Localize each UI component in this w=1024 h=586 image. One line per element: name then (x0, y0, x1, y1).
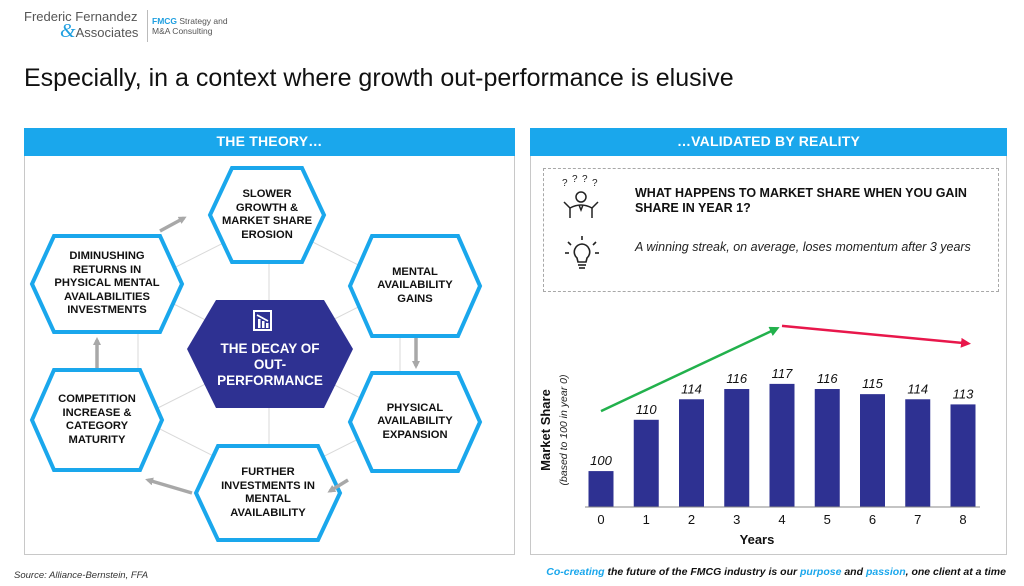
bar-year-2 (679, 399, 704, 507)
answer-text: A winning streak, on average, loses mome… (635, 240, 971, 254)
hexagon-upper-left (29, 234, 185, 334)
tagline-segment: passion (865, 566, 906, 578)
logo-ampersand: & (60, 20, 76, 42)
svg-text:?: ? (592, 178, 598, 189)
bar-value-label: 116 (817, 371, 838, 386)
tagline-segment: Co-creating (546, 566, 605, 578)
hexagon-bottom (193, 444, 343, 542)
tagline-segment: and (841, 566, 866, 578)
bar-year-0 (588, 471, 614, 507)
bar-year-7 (905, 399, 931, 507)
question-text: WHAT HAPPENS TO MARKET SHARE WHEN YOU GA… (635, 186, 967, 215)
footer-tagline: Co-creating the future of the FMCG indus… (546, 566, 1006, 578)
market-share-chart: 100 110 114 116 117 116 115 114 113 0 1 2 3 4 5 6 7 8 Ye… (538, 324, 980, 547)
bar-value-label: 116 (726, 371, 747, 386)
hexagon-top (207, 166, 327, 264)
center-label: THE DECAY OF OUT- PERFORMANCE (217, 341, 323, 388)
hexagon-lower-left (29, 368, 165, 472)
x-tick-label: 8 (959, 512, 966, 527)
theory-cycle-diagram (29, 166, 483, 542)
svg-text:?: ? (562, 178, 568, 189)
bar-value-label: 114 (907, 381, 928, 396)
hexagon-label-physical-availability-expansion: PHYSICAL AVAILABILITY EXPANSION (377, 401, 453, 441)
svg-text:?: ? (582, 174, 588, 185)
logo-tag-strong: FMCG (152, 16, 178, 26)
question-box (543, 168, 999, 292)
bar-year-4 (769, 383, 795, 507)
bar-year-8 (950, 404, 976, 507)
bar-value-label: 117 (772, 366, 793, 381)
x-tick-label: 5 (824, 512, 831, 527)
tagline-segment: the future of the FMCG industry is our (604, 566, 800, 578)
tagline-segment: purpose (800, 566, 842, 578)
hexagon-label-diminishing-returns: DIMINUSHING RETURNS IN PHYSICAL MENTAL A… (54, 250, 160, 317)
bar-year-6 (860, 394, 885, 507)
hexagon-label-slower-growth: SLOWER GROWTH & MARKET SHARE EROSION (221, 188, 313, 241)
hexagon-upper-right (347, 234, 483, 338)
tagline-segment: , one client at a time (905, 566, 1006, 578)
bar-year-1 (633, 419, 659, 507)
x-axis-title: Years (740, 532, 775, 547)
logo: &Associates (60, 20, 138, 44)
x-tick-label: 1 (643, 512, 650, 527)
bar-year-3 (724, 389, 750, 507)
theory-panel-header: THE THEORY… (24, 128, 515, 156)
trend-down-arrow (781, 324, 971, 348)
bar-value-label: 110 (636, 402, 657, 417)
bar-value-label: 114 (681, 381, 702, 396)
bar-value-label: 100 (590, 453, 612, 468)
x-tick-label: 2 (688, 512, 695, 527)
logo-name-line1: Frederic Fernandez (24, 9, 138, 24)
logo-tag-line2: M&A Consulting (152, 26, 213, 36)
svg-text:?: ? (572, 174, 578, 185)
bar-year-5 (814, 389, 840, 507)
source-note: Source: Alliance-Bernstein, FFA (14, 570, 149, 581)
page-title: Especially, in a context where growth ou… (24, 64, 734, 92)
x-tick-label: 0 (597, 512, 604, 527)
y-axis-title: Market Share (538, 389, 553, 471)
logo-divider (147, 10, 148, 42)
x-tick-label: 7 (914, 512, 921, 527)
cycle-arrows (93, 216, 420, 495)
x-tick-label: 6 (869, 512, 876, 527)
bar-value-label: 113 (953, 386, 974, 401)
x-tick-label: 4 (778, 512, 785, 527)
trend-up-arrow (600, 326, 780, 413)
hexagon-lower-right (347, 371, 483, 473)
bar-value-label: 115 (862, 376, 883, 391)
center-hexagon (187, 300, 353, 408)
hexagon-label-competition-increase: COMPETITION INCREASE & CATEGORY MATURITY (58, 393, 136, 446)
hexagon-label-further-investments: FURTHER INVESTMENTS IN MENTAL AVAILABILI… (221, 466, 315, 519)
x-tick-label: 3 (733, 512, 740, 527)
logo-name-line2: Associates (75, 25, 139, 40)
lightbulb-icon (565, 236, 599, 269)
chart-decline-icon (253, 310, 272, 331)
confused-person-icon: ? ? ? ? (562, 174, 599, 218)
hexagon-label-mental-availability-gains: MENTAL AVAILABILITY GAINS (377, 265, 453, 305)
y-axis-subtitle: (based to 100 in year 0) (558, 375, 570, 486)
logo-tag-rest: Strategy and (177, 16, 228, 26)
reality-panel-header: …VALIDATED BY REALITY (530, 128, 1007, 156)
logo-tagline: FMCG Strategy and M&A Consulting (152, 16, 228, 36)
